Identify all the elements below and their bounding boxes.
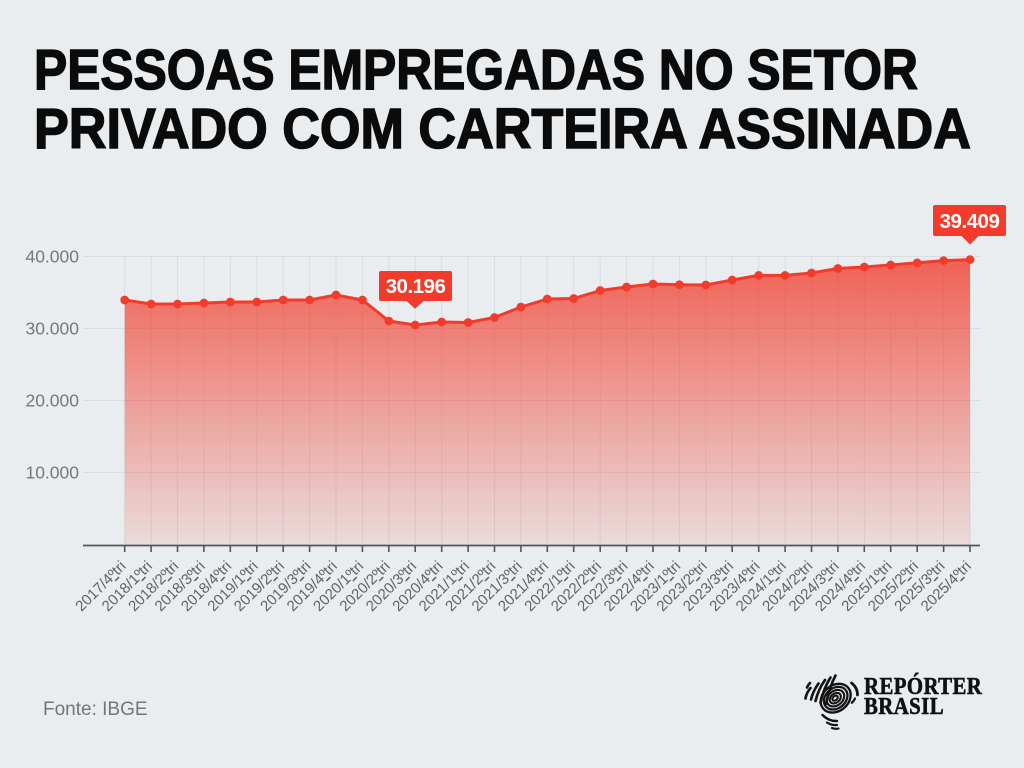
svg-text:20.000: 20.000 [25, 391, 79, 411]
svg-text:30.000: 30.000 [25, 319, 79, 339]
svg-text:10.000: 10.000 [25, 463, 79, 483]
svg-text:40.000: 40.000 [25, 247, 79, 267]
svg-text:30.196: 30.196 [386, 275, 446, 298]
svg-text:39.409: 39.409 [940, 210, 1000, 233]
